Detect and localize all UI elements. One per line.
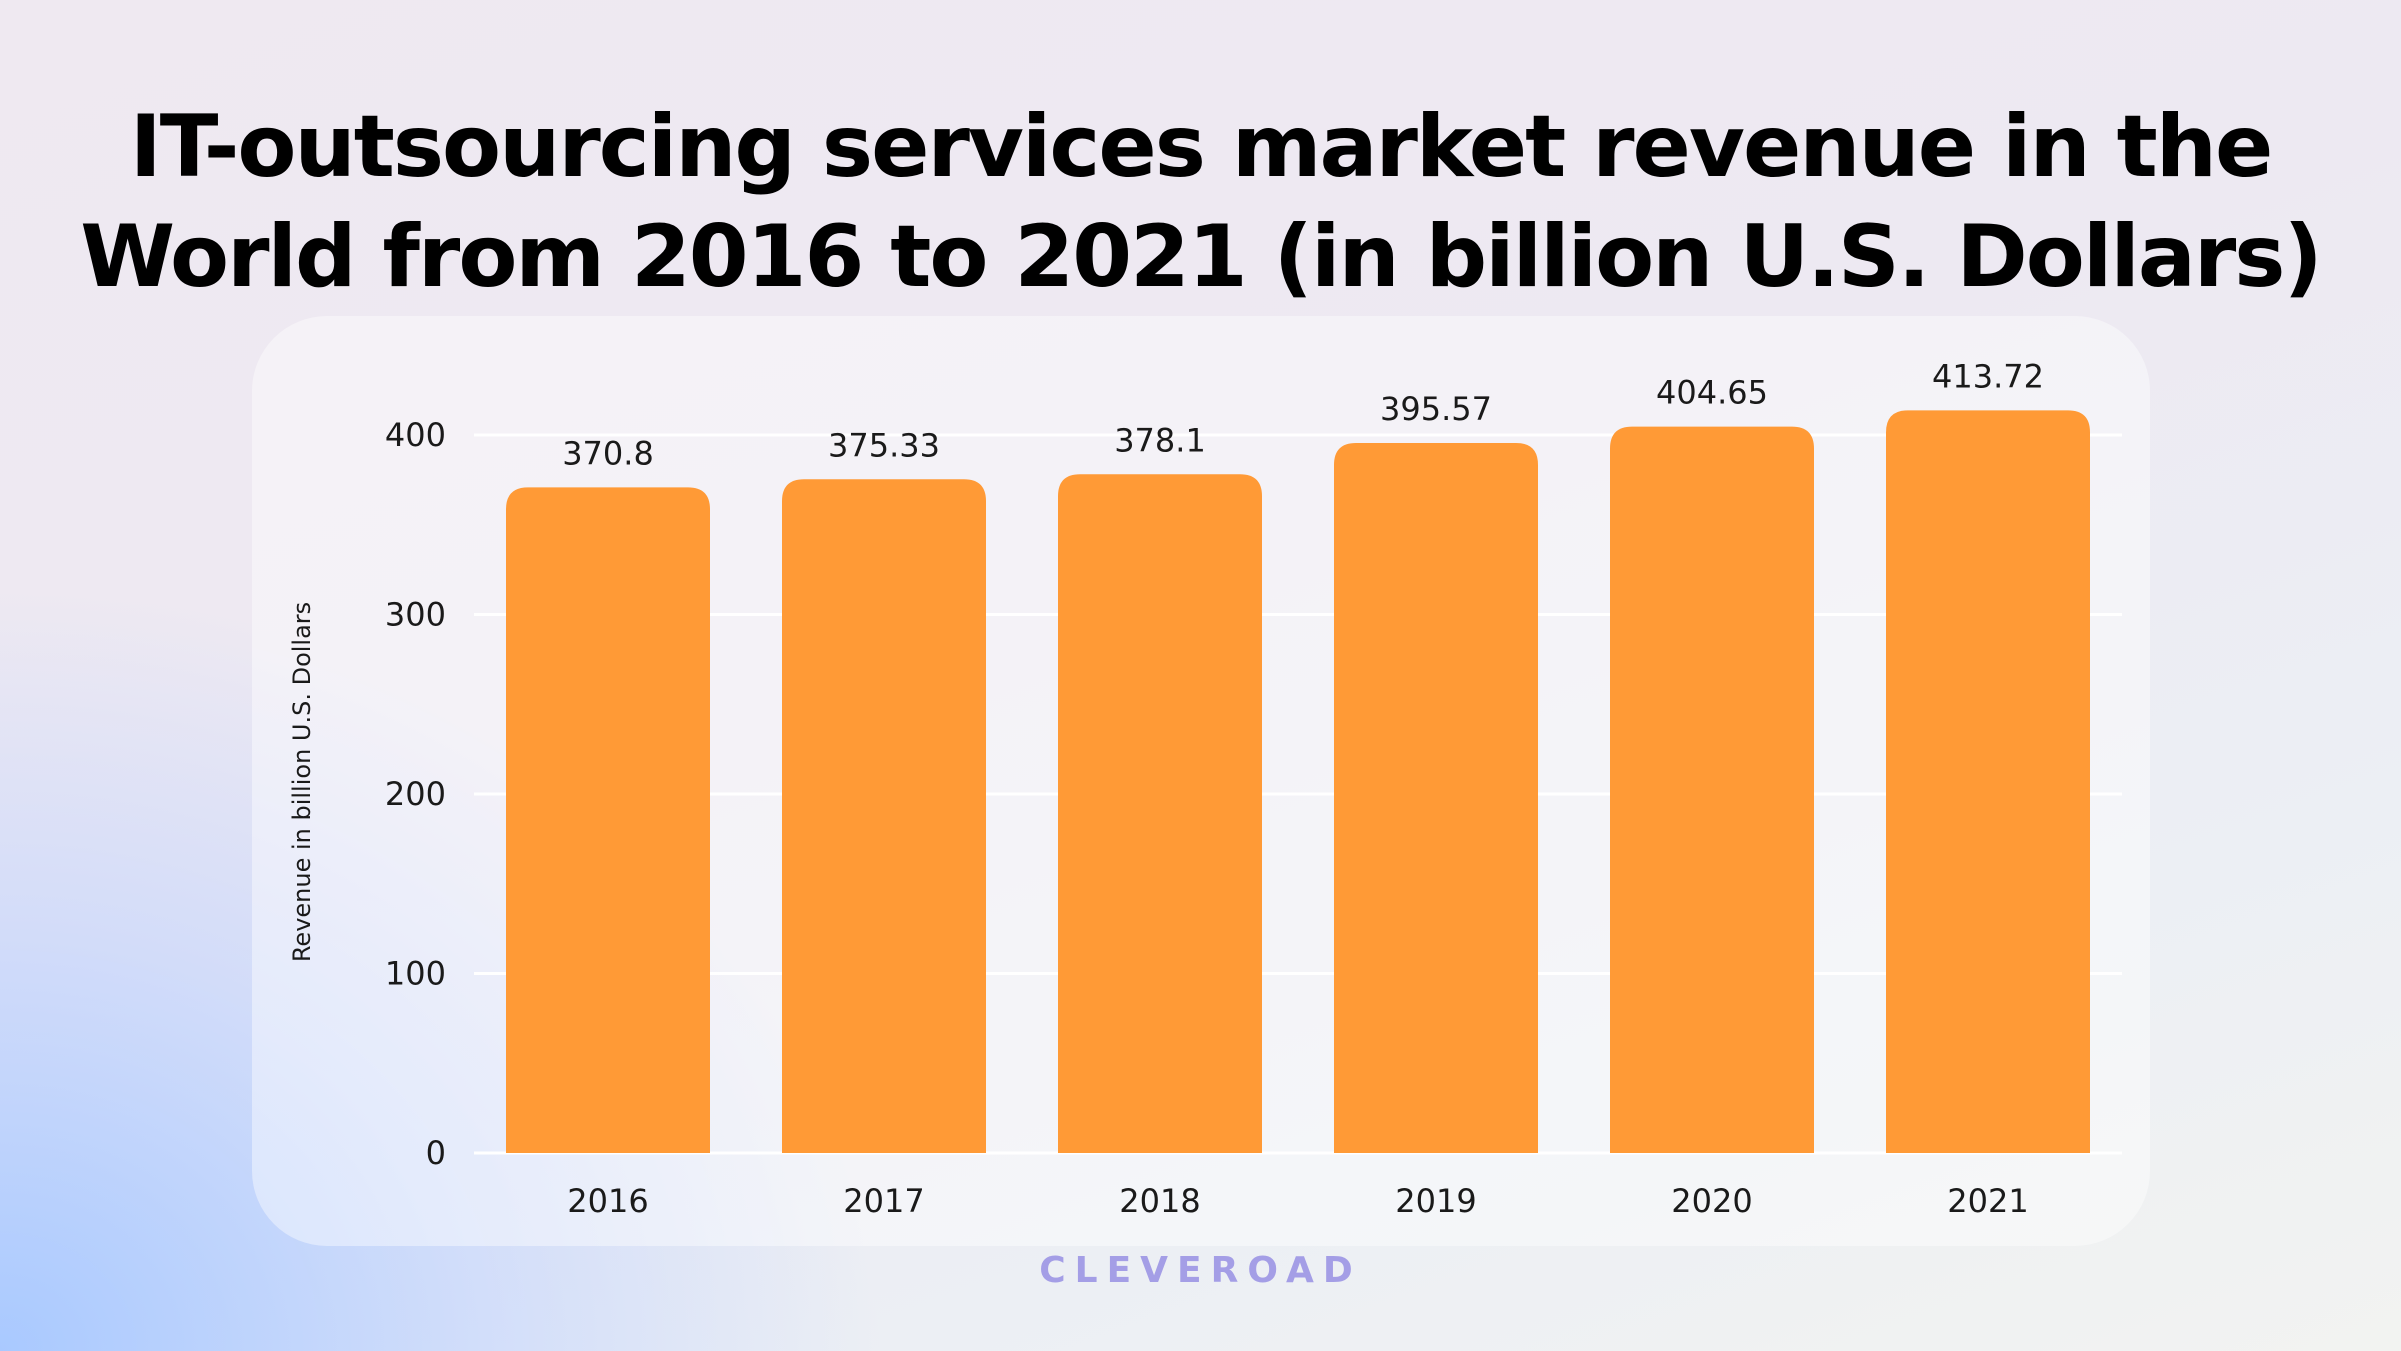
x-tick-label-2017: 2017 <box>843 1182 924 1220</box>
y-tick-label: 200 <box>385 775 446 813</box>
x-tick-label-2019: 2019 <box>1395 1182 1476 1220</box>
brand-logo-text: CLEVEROAD <box>1039 1250 1362 1291</box>
y-tick-label: 300 <box>385 596 446 634</box>
bar-2021 <box>1886 410 2090 1154</box>
x-tick-label-2016: 2016 <box>567 1182 648 1220</box>
data-label-2019: 395.57 <box>1380 390 1492 428</box>
x-tick-label-2021: 2021 <box>1947 1182 2028 1220</box>
bar-2019 <box>1334 442 1538 1153</box>
data-label-2017: 375.33 <box>828 426 940 464</box>
bar-2017 <box>782 479 986 1153</box>
chart-title-line-2: World from 2016 to 2021 (in billion U.S.… <box>80 207 2323 307</box>
bars <box>506 410 2090 1154</box>
bar-2020 <box>1610 426 1814 1153</box>
y-axis-label: Revenue in billion U.S. Dollars <box>288 602 316 962</box>
data-label-2021: 413.72 <box>1932 357 2044 395</box>
bar-2018 <box>1058 474 1262 1153</box>
x-tick-label-2018: 2018 <box>1119 1182 1200 1220</box>
gridlines <box>474 433 2122 1155</box>
y-tick-label: 0 <box>426 1134 446 1172</box>
bar-2016 <box>506 487 710 1153</box>
x-axis-ticks: 2016 2017 2018 2019 2020 2021 <box>567 1182 2028 1220</box>
data-label-2020: 404.65 <box>1656 374 1768 412</box>
y-tick-label: 100 <box>385 955 446 993</box>
data-label-2016: 370.8 <box>562 434 654 472</box>
chart-title-line-1: IT-outsourcing services market revenue i… <box>129 97 2274 197</box>
chart-title: IT-outsourcing services market revenue i… <box>0 92 2401 312</box>
data-label-2018: 378.1 <box>1114 421 1206 459</box>
y-axis-ticks: 0 100 200 300 400 <box>385 416 446 1172</box>
x-tick-label-2020: 2020 <box>1671 1182 1752 1220</box>
data-labels: 370.8 375.33 378.1 395.57 404.65 413.72 <box>562 357 2044 472</box>
y-tick-label: 400 <box>385 416 446 454</box>
